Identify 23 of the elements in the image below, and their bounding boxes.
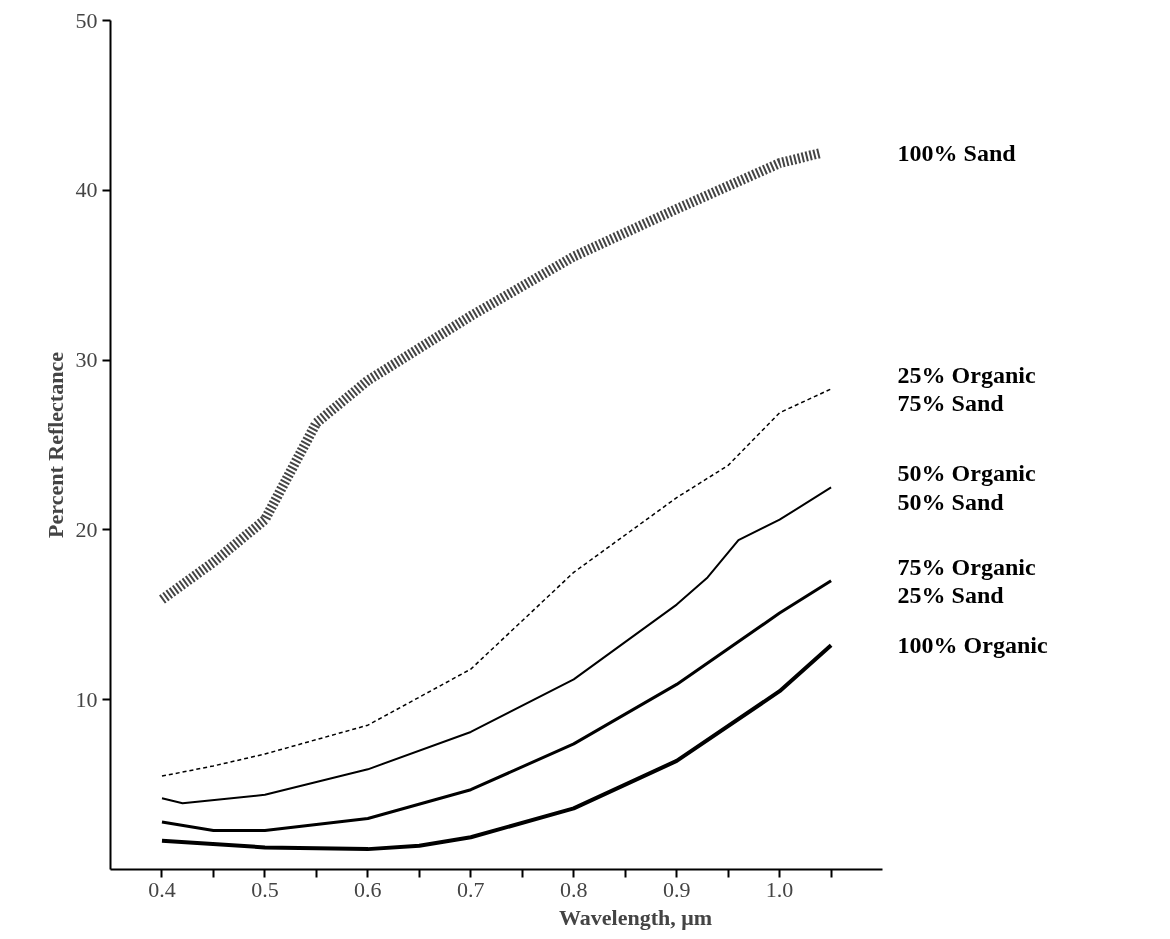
x-tick-label: 0.7 xyxy=(457,876,485,902)
x-tick-label: 0.9 xyxy=(662,876,691,902)
x-tick-label: 0.6 xyxy=(354,876,382,902)
x-tick-label: 0.5 xyxy=(251,876,279,902)
text: 25% Organic 75% Sand xyxy=(897,361,1036,417)
text: 50% Organic 50% Sand xyxy=(897,460,1036,515)
text: 100% Sand xyxy=(897,139,1017,166)
x-tick-label: 0.8 xyxy=(559,876,588,902)
text: 100% Organic xyxy=(897,632,1048,659)
y-tick-label: 40 xyxy=(75,177,98,203)
y-axis-title: Percent Reflectance xyxy=(42,351,68,538)
x-tick-label: 0.4 xyxy=(148,876,176,902)
line-series xyxy=(161,388,832,777)
line-series xyxy=(160,579,833,832)
y-tick-label: 10 xyxy=(75,686,98,712)
text: 75% Organic 25% Sand xyxy=(897,553,1036,609)
x-axis-title: Wavelength, μm xyxy=(558,904,713,930)
y-tick-label: 30 xyxy=(75,347,98,373)
x-tick-label: 1.0 xyxy=(765,876,794,902)
y-tick-label: 20 xyxy=(75,516,98,542)
y-tick-label: 50 xyxy=(75,7,98,33)
line-series xyxy=(159,643,834,852)
line-series xyxy=(160,486,833,805)
